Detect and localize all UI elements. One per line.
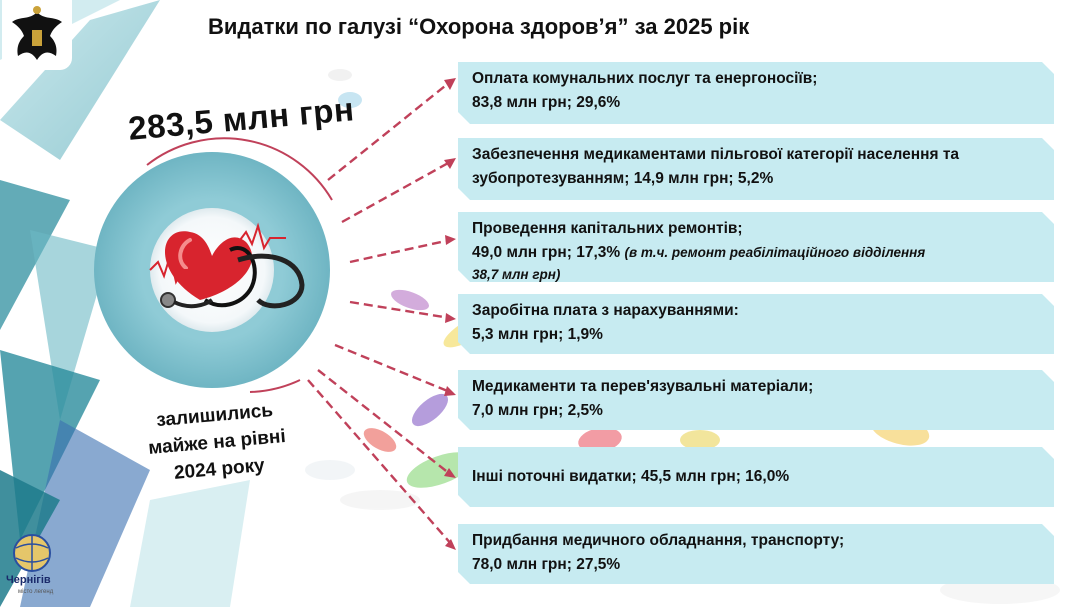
city-logo-subtext: місто легенд	[18, 589, 54, 595]
city-logo-text: Чернігів	[6, 574, 51, 586]
expense-item-medicines-privileged: Забезпечення медикаментами пільгової кат…	[458, 138, 1054, 200]
expense-item-capital-repairs: Проведення капітальних ремонтів; 49,0 мл…	[458, 212, 1054, 282]
city-logo-icon	[13, 534, 51, 572]
expense-item-medical-supplies: Медикаменти та перев'язувальні матеріали…	[458, 370, 1054, 430]
expense-item-equipment-transport: Придбання медичного обладнання, транспор…	[458, 524, 1054, 584]
connector-arrows	[307, 81, 453, 546]
expense-item-other-current: Інші поточні видатки; 45,5 млн грн; 16,0…	[458, 447, 1054, 507]
expense-item-salaries: Заробітна плата з нарахуваннями: 5,3 млн…	[458, 294, 1054, 354]
side-note: залишились майже на рівні 2024 року	[147, 400, 287, 484]
coat-of-arms-logo	[2, 0, 72, 70]
heart-stethoscope-icon	[149, 222, 305, 309]
expense-item-utilities: Оплата комунальних послуг та енергоносії…	[458, 62, 1054, 124]
page-title: Видатки по галузі “Охорона здоров’я” за …	[208, 14, 750, 39]
